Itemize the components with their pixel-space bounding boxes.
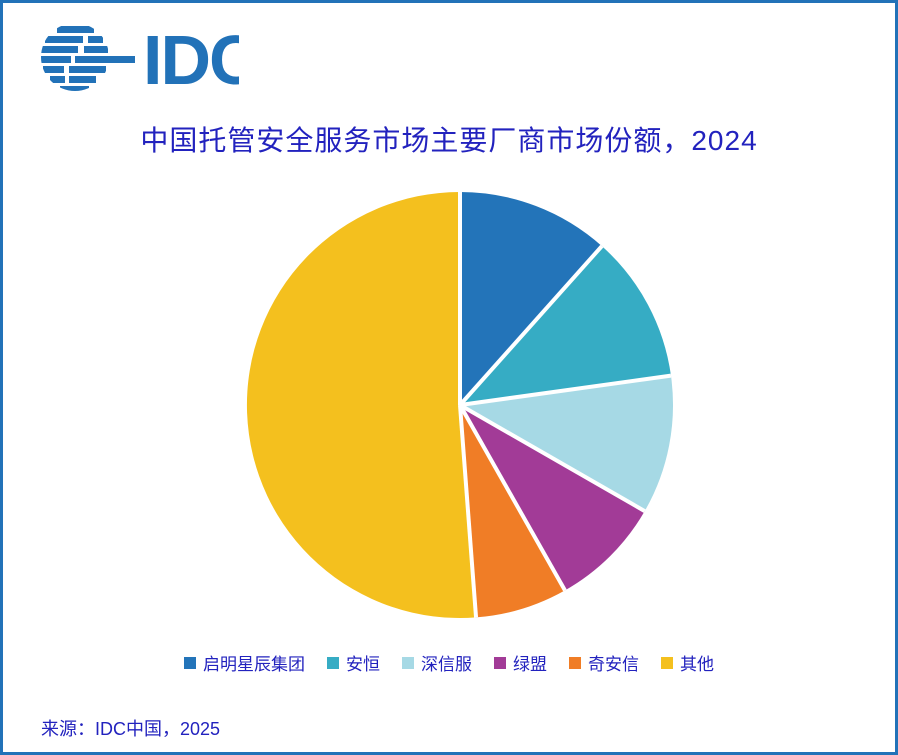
legend-swatch-icon: [327, 656, 339, 669]
legend-item-4: 奇安信: [569, 650, 639, 675]
legend-label: 绿盟: [513, 655, 547, 674]
legend-item-0: 启明星辰集团: [184, 650, 305, 675]
legend-item-5: 其他: [661, 650, 714, 675]
legend-swatch-icon: [184, 656, 196, 669]
idc-logo-graphic: IDC: [41, 21, 260, 99]
legend-swatch-icon: [494, 656, 506, 669]
pie-slice-separator: [458, 244, 604, 407]
legend: 启明星辰集团 安恒 深信服 绿盟 奇安信 其他: [3, 650, 895, 675]
idc-logo: IDC: [39, 19, 260, 99]
legend-swatch-icon: [402, 656, 414, 669]
idc-globe-icon: IDC: [41, 21, 260, 99]
legend-label: 安恒: [346, 655, 380, 674]
pie-slice-1: [460, 246, 671, 405]
pie-slice-2: [460, 375, 674, 512]
pie-slice-separator: [458, 404, 567, 592]
legend-label: 深信服: [421, 655, 472, 674]
legend-item-3: 绿盟: [494, 650, 547, 675]
legend-swatch-icon: [661, 656, 673, 669]
pie-slice-separator: [459, 403, 646, 513]
pie-chart-graphic: [246, 192, 674, 618]
chart-title: 中国托管安全服务市场主要厂商市场份额，2024: [140, 125, 758, 156]
idc-logo-text: IDC: [143, 21, 239, 95]
pie-slice-separator: [459, 373, 672, 407]
legend-item-2: 深信服: [402, 650, 472, 675]
pie-chart: [245, 190, 675, 620]
pie-slice-3: [460, 405, 645, 591]
pie-slice-4: [460, 405, 565, 618]
pie-slice-5: [246, 192, 477, 618]
pie-slice-0: [460, 192, 602, 405]
source-note: 来源：IDC中国，2025: [41, 719, 221, 739]
legend-label: 奇安信: [588, 655, 639, 674]
legend-item-1: 安恒: [327, 650, 380, 675]
legend-swatch-icon: [569, 656, 581, 669]
pie-slice-separator: [458, 404, 479, 618]
legend-label: 启明星辰集团: [203, 655, 305, 674]
legend-label: 其他: [680, 655, 714, 674]
